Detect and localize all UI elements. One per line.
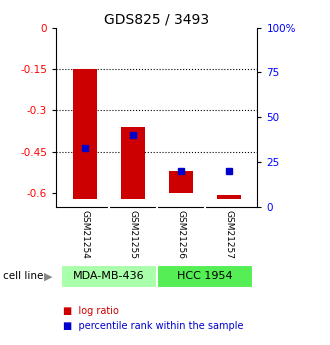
Bar (121, 127, 145, 199)
Text: ■  log ratio: ■ log ratio (63, 306, 118, 315)
Bar (169, 171, 193, 193)
Bar (157, 265, 252, 288)
Bar (73, 69, 97, 199)
Text: ■  percentile rank within the sample: ■ percentile rank within the sample (63, 321, 243, 331)
Text: cell line: cell line (3, 272, 44, 281)
Text: GSM21257: GSM21257 (224, 210, 233, 259)
Text: ▶: ▶ (44, 272, 52, 281)
Text: GSM21255: GSM21255 (128, 210, 137, 259)
Text: GSM21256: GSM21256 (176, 210, 185, 259)
Text: HCC 1954: HCC 1954 (177, 272, 233, 281)
Text: MDA-MB-436: MDA-MB-436 (73, 272, 145, 281)
Text: GSM21254: GSM21254 (81, 210, 89, 259)
Bar (217, 195, 241, 199)
Bar (61, 265, 157, 288)
Title: GDS825 / 3493: GDS825 / 3493 (104, 12, 209, 27)
